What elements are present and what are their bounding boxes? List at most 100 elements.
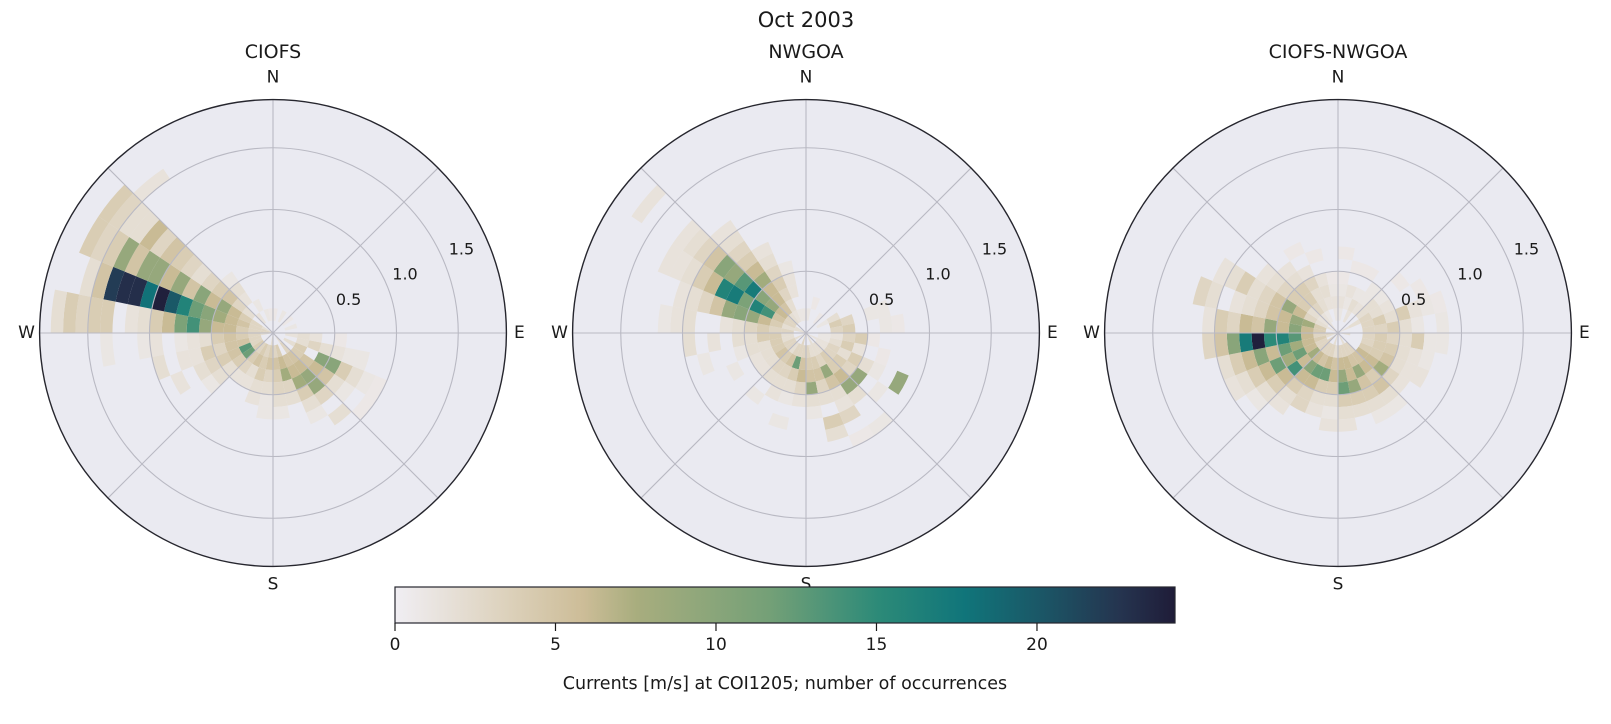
rose-cell <box>252 353 264 368</box>
rose-cell <box>200 304 216 321</box>
radial-tick-label: 1.0 <box>392 265 417 284</box>
rose-cell <box>273 308 278 321</box>
rose-cell <box>1342 343 1352 356</box>
rose-cell <box>1263 318 1278 333</box>
rose-cell <box>334 381 356 403</box>
rose-cell <box>731 333 746 348</box>
rose-cell <box>1226 311 1242 333</box>
rose-cell <box>810 355 821 370</box>
rose-cell <box>878 316 893 333</box>
rose-cell <box>273 381 286 395</box>
rose-cell <box>682 308 697 333</box>
rose-cell <box>249 378 264 394</box>
rose-cell <box>1348 319 1361 329</box>
rose-cell <box>1398 318 1413 333</box>
rose-cell <box>785 298 797 313</box>
rose-cell <box>787 284 799 299</box>
rose-cell <box>806 381 819 395</box>
rose-cell <box>1314 272 1329 288</box>
rose-cell <box>778 287 792 303</box>
rose-cell <box>1266 374 1286 395</box>
rose-cell <box>1372 340 1387 352</box>
rose-cell <box>238 359 253 375</box>
rose-cell <box>176 295 194 317</box>
rose-cell <box>783 319 796 329</box>
rose-cell <box>174 333 189 353</box>
rose-cell <box>874 347 891 367</box>
rose-cell <box>1351 302 1365 316</box>
rose-cell <box>200 345 216 362</box>
rose-cell <box>825 424 849 443</box>
rose-cell <box>1338 381 1351 395</box>
colorbar-outline <box>394 586 1176 624</box>
rose-cell <box>242 306 256 320</box>
rose-cell <box>306 404 328 425</box>
rose-cell <box>814 339 827 351</box>
rose-cell <box>1314 378 1329 394</box>
rose-cell <box>170 370 191 395</box>
rose-cell <box>1320 341 1332 354</box>
rose-cell <box>781 333 794 338</box>
rose-cell <box>124 243 150 277</box>
rose-cell <box>190 263 212 285</box>
rose-cell <box>771 374 788 391</box>
rose-cell <box>231 353 247 368</box>
rose-cell <box>1265 345 1281 362</box>
rose-cell <box>775 306 789 320</box>
rose-cell <box>1390 374 1410 395</box>
rose-cell <box>1342 310 1352 323</box>
radial-tick-label: 0.5 <box>336 290 361 309</box>
rose-cell <box>314 385 335 405</box>
rose-cell <box>777 260 794 276</box>
rose-cell <box>1338 333 1351 336</box>
rose-cell <box>744 385 765 405</box>
rose-cell <box>822 412 844 430</box>
rose-cell <box>756 333 770 343</box>
rose-cell <box>287 363 301 379</box>
rose-cell <box>1228 290 1247 314</box>
rose-cell <box>806 405 823 420</box>
rose-cell <box>785 339 798 351</box>
rose-cell <box>101 230 130 267</box>
rose-cell <box>258 355 269 370</box>
rose-cell <box>828 318 843 329</box>
rose-cell <box>792 310 802 323</box>
rose-cell <box>757 340 772 352</box>
rose-cell <box>771 359 786 375</box>
rose-cell <box>1328 283 1338 297</box>
rose-cell <box>782 272 797 288</box>
rose-cell <box>1307 346 1321 360</box>
rose-cell <box>133 168 171 203</box>
rose-cell <box>1303 291 1318 307</box>
rose-cell <box>1356 374 1373 391</box>
rose-cell <box>1338 393 1353 408</box>
rose-cell <box>124 304 140 333</box>
rose-cell <box>793 328 806 333</box>
rose-cell <box>193 284 212 305</box>
rose-cell <box>745 342 761 357</box>
rose-cell <box>1386 394 1408 416</box>
rose-cell <box>295 337 310 348</box>
rose-cell <box>788 341 800 354</box>
rose-cell <box>1251 333 1266 350</box>
rose-cell <box>794 326 806 333</box>
rose-cell <box>840 340 855 352</box>
rose-cell <box>806 369 816 383</box>
rose-cell <box>768 333 782 341</box>
rose-cell <box>1258 361 1277 382</box>
rose-cell <box>160 236 186 265</box>
rose-cell <box>1241 295 1259 317</box>
rose-cell <box>748 351 765 368</box>
subplot-title-nwgoa: NWGOA <box>768 41 843 63</box>
polar-grid-spoke <box>640 167 807 334</box>
rose-cell <box>810 343 820 356</box>
rose-cell <box>282 353 294 368</box>
rose-cell <box>91 262 114 300</box>
rose-cell <box>830 333 844 341</box>
rose-cell <box>268 308 273 321</box>
rose-cell <box>1276 261 1297 281</box>
rose-cell <box>281 315 294 327</box>
polar-grid-spoke <box>805 332 972 499</box>
rose-cell <box>781 335 795 343</box>
